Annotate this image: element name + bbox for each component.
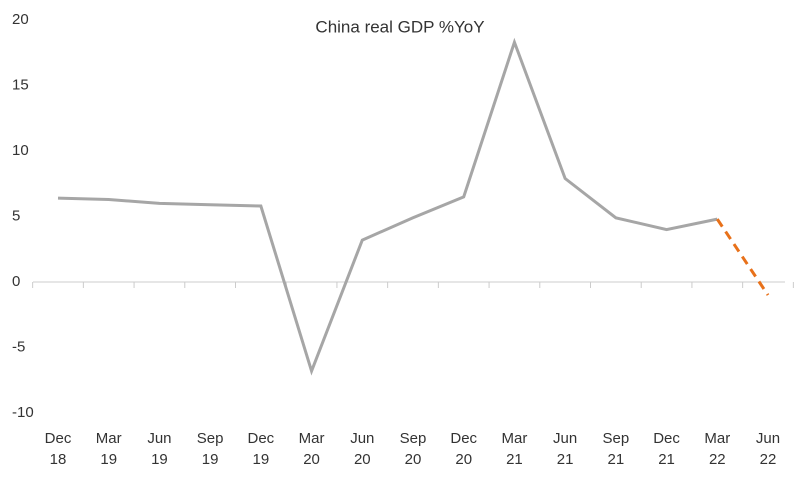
x-tick-label: Dec 19 (247, 430, 275, 468)
y-tick-label: -10 (12, 404, 34, 421)
x-tick-label: Mar 20 (298, 430, 325, 468)
x-tick-label: Dec 18 (44, 430, 72, 468)
x-tick-label: Sep 21 (602, 430, 630, 468)
x-tick-label: Jun 19 (147, 430, 172, 468)
x-tick-label: Sep 20 (399, 430, 427, 468)
line (716, 218, 770, 296)
x-tick-label: Jun 20 (350, 430, 375, 468)
y-tick-label: -5 (12, 338, 25, 355)
x-tick-label: Dec 21 (653, 430, 680, 468)
x-tick-label: Mar 22 (704, 430, 731, 468)
y-tick-label: 15 (12, 76, 29, 93)
y-tick-label: 5 (12, 207, 20, 224)
x-tick-label: Mar 19 (95, 430, 122, 468)
x-tick-label: Sep 19 (196, 430, 224, 468)
y-tick-label: 20 (12, 11, 29, 28)
x-tick-label: Jun 22 (755, 430, 781, 468)
y-tick-label: 10 (12, 142, 29, 159)
y-tick-label: 0 (12, 273, 20, 290)
line (57, 37, 718, 376)
chart-title: China real GDP %YoY (315, 17, 484, 36)
x-tick-label: Mar 21 (501, 430, 528, 468)
x-tick-label: Jun 21 (553, 430, 578, 468)
x-tick-label: Dec 20 (450, 430, 478, 468)
